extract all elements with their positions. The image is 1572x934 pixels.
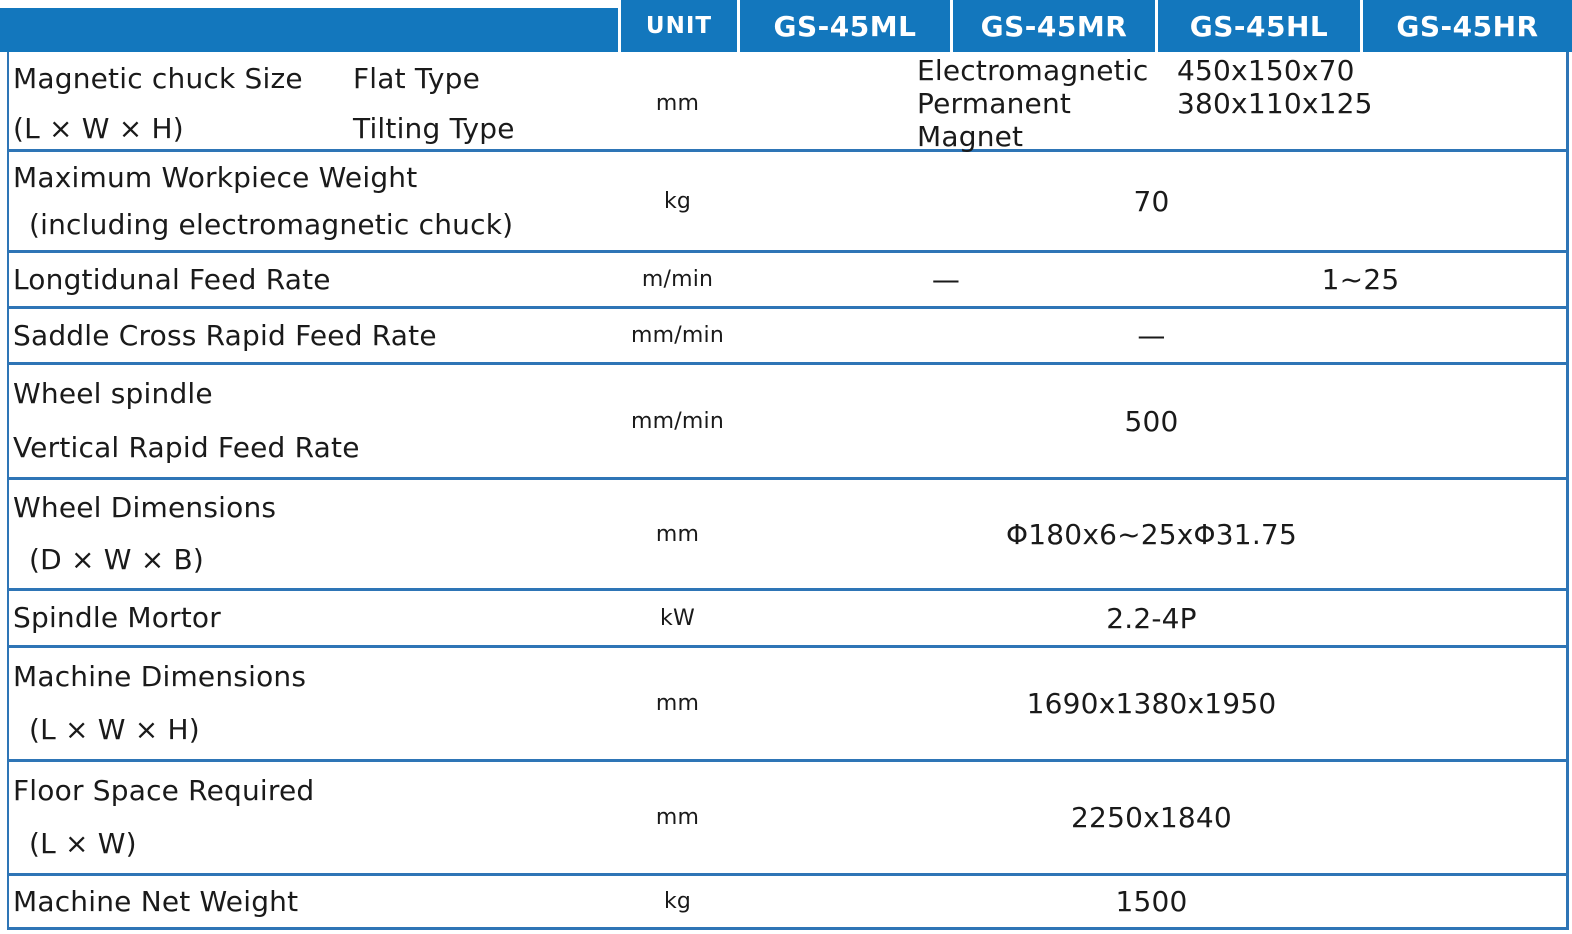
row-label: Longtidunal Feed Rate: [13, 262, 331, 296]
header-model-gs-45mr: GS-45MR: [950, 0, 1155, 52]
row-label-cell: Longtidunal Feed Rate: [9, 253, 618, 306]
header-model-gs-45hl: GS-45HL: [1155, 0, 1360, 52]
magnetic-chuck-type-lines: Flat Type Tilting Type: [353, 52, 618, 155]
value-label: Permanent Magnet: [917, 87, 1072, 153]
row-label-cell: Saddle Cross Rapid Feed Rate: [9, 309, 618, 362]
row-label-cell: Wheel Dimensions (D × W × B): [9, 480, 618, 588]
value-dims: 380x110x125: [1177, 87, 1373, 120]
row-saddle-cross-rapid-feed-rate: Saddle Cross Rapid Feed Rate mm/min —: [9, 309, 1566, 365]
value-label: Electromagnetic: [917, 54, 1149, 87]
row-label-cell: Machine Net Weight: [9, 876, 618, 927]
header-blank-cell: [0, 0, 618, 52]
value-cell: —: [1137, 319, 1166, 352]
row-label: Saddle Cross Rapid Feed Rate: [13, 318, 437, 352]
unit-cell: mm/min: [631, 408, 724, 434]
row-label-sub: (L × W × H): [13, 111, 184, 145]
header-unit: UNIT: [618, 0, 737, 52]
row-label-sub: (including electromagnetic chuck): [29, 207, 514, 241]
chuck-type-flat: Flat Type: [353, 62, 481, 96]
value-line: Electromagnetic 450x150x70: [917, 54, 1566, 87]
unit-cell: kg: [663, 889, 692, 914]
row-label: Maximum Workpiece Weight: [13, 160, 418, 194]
row-magnetic-chuck-size: Magnetic chuck Size (L × W × H) Flat Typ…: [9, 52, 1566, 155]
row-label: Floor Space Required: [13, 773, 315, 807]
value-cell: 1500: [1115, 885, 1188, 918]
row-label: Spindle Mortor: [13, 601, 221, 635]
magnetic-chuck-label-cell: Magnetic chuck Size (L × W × H) Flat Typ…: [9, 52, 618, 155]
row-label-sub: (L × W × H): [29, 713, 200, 747]
row-label: Wheel Dimensions: [13, 491, 277, 525]
unit-cell: mm/min: [631, 323, 724, 348]
value-cell: 2.2-4P: [1106, 601, 1197, 635]
row-longitudinal-feed-rate: Longtidunal Feed Rate m/min — 1~25: [9, 253, 1566, 309]
magnetic-chuck-label-lines: Magnetic chuck Size (L × W × H): [13, 52, 353, 155]
row-label-sub: (D × W × B): [29, 543, 205, 577]
row-max-workpiece-weight: Maximum Workpiece Weight (including elec…: [9, 152, 1566, 253]
row-wheel-dimensions: Wheel Dimensions (D × W × B) mm Φ180x6~2…: [9, 480, 1566, 591]
row-label-cell: Floor Space Required (L × W): [9, 762, 618, 873]
value-cell-ml-mr: —: [931, 263, 961, 296]
magnetic-chuck-values: Electromagnetic 450x150x70 Permanent Mag…: [737, 52, 1566, 155]
unit-cell: mm: [655, 521, 700, 547]
value-cell: 1690x1380x1950: [1026, 687, 1277, 720]
value-cell: 70: [1133, 184, 1170, 218]
table-header-row: UNIT GS-45ML GS-45MR GS-45HL GS-45HR: [0, 0, 1572, 52]
unit-cell: mm: [655, 91, 700, 116]
header-model-gs-45hr: GS-45HR: [1360, 0, 1572, 52]
unit-cell: kg: [663, 188, 692, 214]
unit-cell: kW: [660, 605, 695, 631]
value-cell: 500: [1124, 404, 1179, 438]
value-cell: 2250x1840: [1071, 801, 1232, 834]
value-cell: Φ180x6~25xΦ31.75: [1006, 517, 1297, 551]
row-machine-dimensions: Machine Dimensions (L × W × H) mm 1690x1…: [9, 648, 1566, 762]
unit-cell: mm: [655, 805, 700, 830]
row-label-cell: Maximum Workpiece Weight (including elec…: [9, 152, 618, 250]
row-label-sub: (L × W): [29, 827, 137, 861]
row-machine-net-weight: Machine Net Weight kg 1500: [9, 876, 1566, 930]
row-label-cell: Machine Dimensions (L × W × H): [9, 648, 618, 759]
header-model-gs-45ml: GS-45ML: [737, 0, 950, 52]
row-label-sub: Vertical Rapid Feed Rate: [13, 431, 360, 465]
table-body: Magnetic chuck Size (L × W × H) Flat Typ…: [7, 52, 1569, 930]
row-label: Magnetic chuck Size: [13, 62, 303, 96]
value-dims: 450x150x70: [1177, 54, 1355, 87]
row-label: Wheel spindle: [13, 377, 213, 411]
row-spindle-motor: Spindle Mortor kW 2.2-4P: [9, 591, 1566, 648]
value-line: Permanent Magnet 380x110x125: [917, 87, 1566, 153]
row-label-cell: Spindle Mortor: [9, 591, 618, 645]
row-floor-space-required: Floor Space Required (L × W) mm 2250x184…: [9, 762, 1566, 876]
row-wheel-spindle-vertical-rapid-feed-rate: Wheel spindle Vertical Rapid Feed Rate m…: [9, 365, 1566, 480]
unit-cell: m/min: [641, 267, 714, 292]
row-label-cell: Wheel spindle Vertical Rapid Feed Rate: [9, 365, 618, 477]
row-label: Machine Dimensions: [13, 659, 307, 693]
value-cell-hl-hr: 1~25: [1321, 263, 1400, 296]
row-label: Machine Net Weight: [13, 884, 299, 918]
chuck-type-tilting: Tilting Type: [353, 111, 515, 145]
unit-cell: mm: [655, 691, 700, 716]
